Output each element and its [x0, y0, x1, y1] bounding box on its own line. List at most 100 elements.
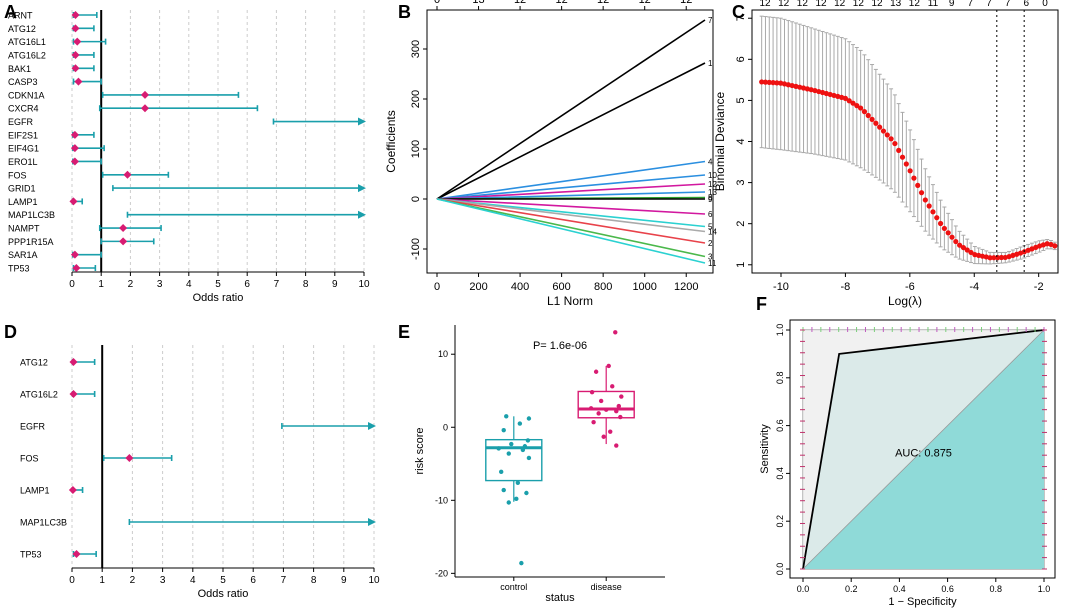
row-label: CASP3	[8, 77, 38, 87]
x-tick-label: 1.0	[1038, 584, 1051, 594]
top-tick-label: 12	[597, 0, 609, 6]
sample-point	[517, 421, 523, 426]
x-tick-label: 10	[368, 575, 380, 586]
x-axis-title: L1 Norm	[547, 294, 593, 308]
top-tick-label: 12	[871, 0, 883, 9]
path-label: 9	[708, 195, 713, 204]
row-label: SAR1A	[8, 250, 38, 260]
deviance-point	[949, 234, 955, 240]
x-tick-label: 3	[157, 279, 163, 290]
box	[577, 390, 635, 419]
sample-point	[501, 427, 506, 433]
deviance-point	[888, 136, 894, 142]
deviance-point	[877, 124, 883, 130]
x-tick-label: 1	[99, 575, 105, 586]
x-tick-label: -8	[841, 281, 851, 293]
x-axis-title: Odds ratio	[193, 292, 244, 304]
path-label: 1	[708, 59, 713, 68]
y-tick-label: 1	[735, 262, 747, 268]
y-axis-title: Binomial Deviance	[713, 91, 727, 191]
deviance-point	[960, 244, 967, 251]
coef-path-3	[436, 198, 706, 258]
row-label: ATG12	[8, 24, 36, 34]
panel-a-forest-plot: 0 1 2 3 4 5 6 7 8 9 10 Odds ratio ARNT ATG12 ATG16L1 AT…	[8, 10, 370, 304]
x-tick-label: -4	[969, 281, 979, 293]
sample-point	[614, 408, 619, 414]
odds-ratio-point	[123, 170, 132, 179]
top-tick-label: 7	[968, 0, 974, 9]
sample-point	[522, 444, 528, 449]
deviance-point	[846, 98, 852, 104]
sample-point	[496, 446, 501, 451]
y-tick-label: 5	[735, 97, 747, 103]
sample-point	[506, 500, 511, 505]
path-label: 7	[708, 16, 713, 25]
path-label: 5	[708, 223, 713, 232]
row-label: EGFR	[20, 422, 46, 432]
path-label: 4	[708, 158, 713, 167]
auc-annotation: AUC: 0.875	[895, 448, 952, 460]
deviance-point	[850, 100, 856, 106]
path-label: 14	[708, 228, 717, 237]
y-tick-label: 200	[410, 90, 422, 108]
row-label: CDKN1A	[8, 90, 45, 100]
deviance-point	[930, 209, 936, 215]
coef-path-12	[436, 183, 706, 200]
deviance-point	[899, 154, 906, 160]
panel-d-forest-plot: 0 1 2 3 4 5 6 7 8 9 10 Odds ratio ATG12 ATG16L2 EGFR FO…	[20, 345, 380, 600]
sample-point	[524, 490, 529, 496]
x-axis-title: Log(λ)	[888, 294, 922, 308]
panel-e-risk-score-boxplot: -20 -10 0 10 risk score status P= 1.6e-06 contr…	[414, 325, 665, 604]
row-label: ATG16L2	[8, 50, 46, 60]
panel-letter-d: D	[4, 322, 17, 342]
row-label: TP53	[20, 550, 42, 560]
row-label: LAMP1	[8, 197, 38, 207]
row-label: BAK1	[8, 64, 31, 74]
panel-letter-b: B	[398, 2, 411, 22]
x-tick-label: 3	[160, 575, 166, 586]
row-label: ERO1L	[8, 157, 38, 167]
row-label: ATG16L2	[20, 390, 58, 400]
y-tick-label: 2	[735, 221, 747, 227]
y-tick-label: 0.4	[775, 467, 785, 480]
top-tick-label: 0	[1042, 0, 1048, 9]
x-tick-label: 0	[434, 281, 440, 293]
x-tick-label: 8	[303, 279, 309, 290]
deviance-point	[934, 215, 940, 221]
sample-point	[519, 560, 524, 566]
sample-point	[613, 330, 618, 335]
x-tick-label: 0.4	[893, 584, 906, 594]
x-tick-label: 0	[69, 279, 75, 290]
x-axis-title: 1 − Specificity	[888, 596, 957, 608]
x-tick-label: -6	[905, 281, 915, 293]
x-tick-label: 1	[98, 279, 104, 290]
x-tick-label: 600	[552, 281, 570, 293]
y-axis-title: Coefficients	[384, 110, 398, 172]
plot-frame	[789, 319, 1056, 579]
y-tick-label: 0.2	[775, 515, 785, 528]
y-tick-label: 100	[410, 140, 422, 158]
row-label: EGFR	[8, 117, 34, 127]
x-axis-title: status	[545, 592, 575, 604]
y-tick-label: 300	[410, 40, 422, 58]
coef-path-6	[436, 198, 706, 215]
sample-point	[514, 496, 519, 502]
x-tick-label: 4	[190, 575, 196, 586]
sample-point	[591, 419, 596, 425]
path-label: 12	[708, 180, 717, 189]
sample-point	[526, 416, 532, 421]
top-tick-label: 7	[986, 0, 992, 9]
odds-ratio-point	[69, 390, 78, 398]
roc-curve	[802, 329, 1045, 570]
sample-point	[520, 447, 526, 453]
deviance-point	[957, 242, 963, 248]
deviance-point	[861, 109, 868, 115]
y-tick-label: 0	[443, 422, 448, 432]
odds-ratio-point	[72, 264, 81, 272]
deviance-point	[987, 255, 993, 261]
coef-path-1	[436, 62, 706, 200]
deviance-point	[1052, 243, 1058, 249]
coef-path-10	[436, 174, 706, 200]
top-tick-label: 12	[815, 0, 827, 9]
